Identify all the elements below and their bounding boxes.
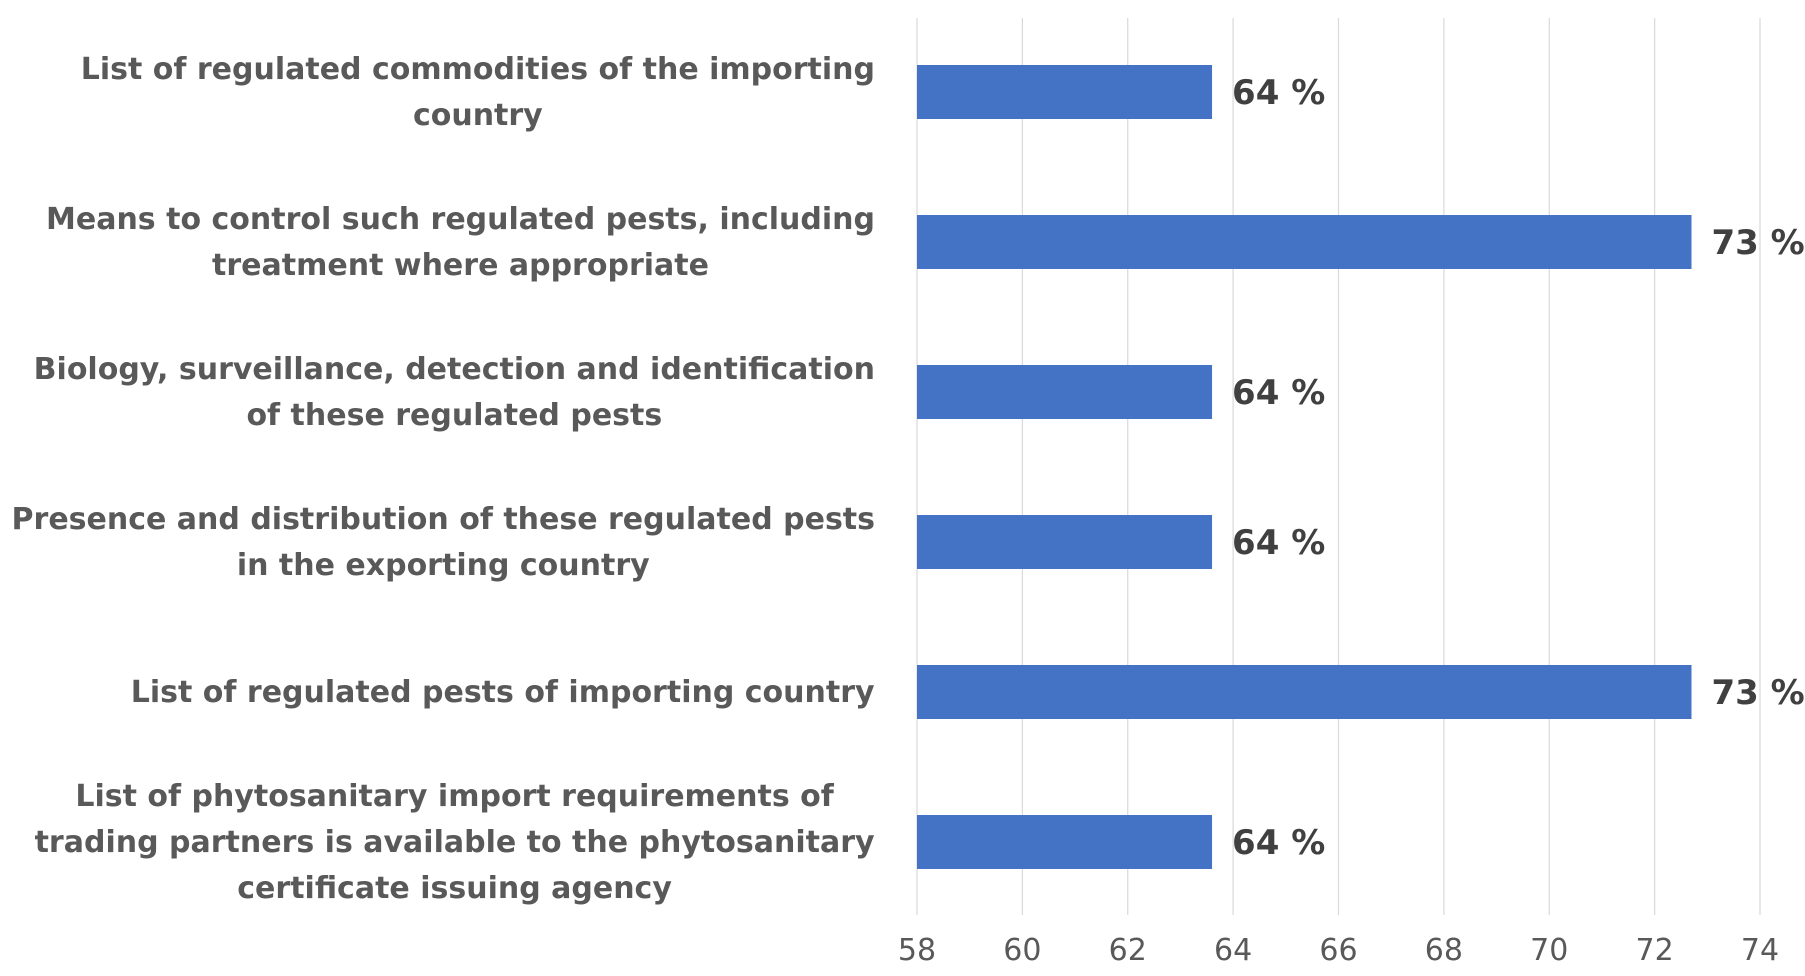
category-labels: List of regulated commodities of the imp… xyxy=(12,52,875,906)
category-label-line: of these regulated pests xyxy=(246,398,662,433)
category-label-line: List of regulated commodities of the imp… xyxy=(81,52,875,87)
data-label: 73 % xyxy=(1712,673,1805,713)
category-label: Biology, surveillance, detection and ide… xyxy=(34,352,875,433)
category-label: List of phytosanitary import requirement… xyxy=(35,779,875,906)
data-label: 64 % xyxy=(1232,823,1325,863)
category-label: List of regulated pests of importing cou… xyxy=(131,675,875,710)
x-tick-label: 60 xyxy=(1003,933,1041,968)
x-tick-label: 74 xyxy=(1741,933,1779,968)
x-axis-tick-labels: 58 60 62 64 66 68 70 72 74 xyxy=(898,933,1779,968)
x-tick-label: 68 xyxy=(1425,933,1463,968)
x-tick-label: 70 xyxy=(1530,933,1568,968)
x-tick-label: 62 xyxy=(1109,933,1147,968)
data-labels: 64 % 73 % 64 % 64 % 73 % 64 % xyxy=(1232,73,1805,863)
x-tick-label: 72 xyxy=(1636,933,1674,968)
category-label-line: treatment where appropriate xyxy=(212,248,709,283)
category-label-line: in the exporting country xyxy=(237,548,650,583)
gridlines xyxy=(916,18,1761,915)
bar xyxy=(917,815,1213,869)
bar xyxy=(917,665,1692,719)
bar xyxy=(917,515,1213,569)
category-label-line: Presence and distribution of these regul… xyxy=(12,502,875,537)
category-label-line: certificate issuing agency xyxy=(237,871,672,906)
data-label: 64 % xyxy=(1232,373,1325,413)
category-label: Presence and distribution of these regul… xyxy=(12,502,875,583)
category-label-line: Biology, surveillance, detection and ide… xyxy=(34,352,875,387)
bar xyxy=(917,65,1213,119)
category-label-line: trading partners is available to the phy… xyxy=(35,825,875,860)
category-label: List of regulated commodities of the imp… xyxy=(81,52,875,133)
category-label-line: List of regulated pests of importing cou… xyxy=(131,675,875,710)
category-label-line: Means to control such regulated pests, i… xyxy=(46,202,875,237)
category-label-line: country xyxy=(413,98,543,133)
data-label: 64 % xyxy=(1232,523,1325,563)
x-tick-label: 58 xyxy=(898,933,936,968)
x-tick-label: 66 xyxy=(1319,933,1357,968)
bars xyxy=(917,65,1692,869)
x-tick-label: 64 xyxy=(1214,933,1252,968)
bar xyxy=(917,215,1692,269)
data-label: 73 % xyxy=(1712,223,1805,263)
category-label: Means to control such regulated pests, i… xyxy=(46,202,875,283)
data-label: 64 % xyxy=(1232,73,1325,113)
category-label-line: List of phytosanitary import requirement… xyxy=(75,779,834,814)
bar xyxy=(917,365,1213,419)
